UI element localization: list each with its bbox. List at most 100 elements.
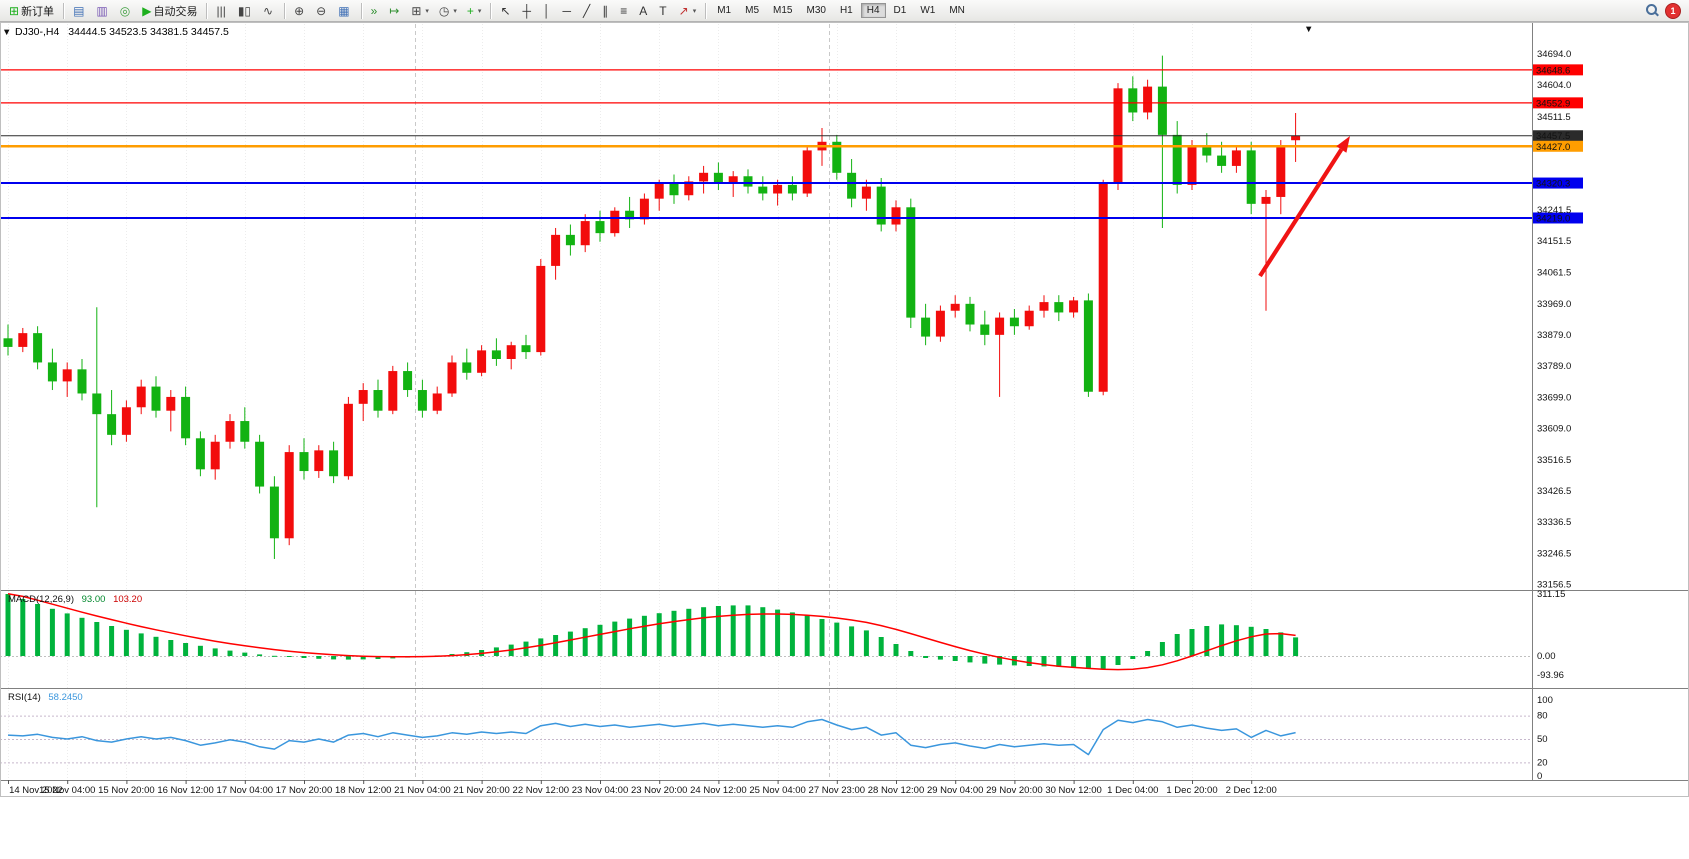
line-chart-icon: ∿ (263, 3, 274, 18)
auto-trading-icon: ▶ (142, 3, 152, 18)
auto-scroll-icon: » (370, 3, 378, 18)
candle (403, 362, 413, 397)
candle (1276, 140, 1286, 215)
resistance-line-1-label: 34648.6 (1536, 65, 1570, 76)
candle-body (403, 371, 413, 391)
chart-area: 34648.6 34552.9 34457.5 34427.0 34320.3 34219… (0, 22, 1689, 797)
candle-body (1054, 302, 1064, 313)
candle-body (595, 221, 605, 234)
new-order-button[interactable]: ⊞ 新订单 (5, 0, 58, 21)
chart-shift-marker-icon[interactable]: ▼ (1304, 24, 1313, 35)
candle (299, 438, 309, 480)
macd-label-name: MACD(12,26,9) (8, 594, 74, 605)
text-label-button[interactable]: T (655, 0, 672, 21)
candle-body (18, 333, 28, 347)
channel-button[interactable]: ∥ (598, 0, 614, 21)
text-button[interactable]: A (635, 0, 653, 21)
auto-trading-button[interactable]: ▶ 自动交易 (138, 0, 201, 21)
timeframe-m30-button[interactable]: M30 (806, 5, 826, 16)
macd-histogram-bar (1189, 629, 1195, 656)
mt4-window: ⊞ 新订单 ▤ ▥ ◎ ▶ 自动交易 ||| ▮▯ ∿ ⊕ ⊖ ▦» ↦ ⊞ ▾ ◷ ▾ + ▾ ↖ ┼ │ ─ ╱ ∥ ≡ A T ↗ ▾… (0, 0, 1689, 797)
navigator-button[interactable]: ◎ (116, 0, 136, 21)
arrows-button[interactable]: ↗ ▾ (675, 0, 701, 21)
search-icon[interactable] (1646, 4, 1659, 17)
timeframe-mn-button[interactable]: MN (949, 5, 965, 16)
candle (447, 355, 457, 397)
market-watch-button[interactable]: ▤ (69, 0, 90, 21)
zoom-in-button[interactable]: ⊕ (290, 0, 310, 21)
macd-histogram-bar (982, 656, 988, 664)
horizontal-line-button[interactable]: ─ (559, 0, 578, 21)
time-axis-label: 25 Nov 04:00 (749, 785, 806, 796)
time-axis-label: 15 Nov 20:00 (98, 785, 155, 796)
timeframe-m1-button[interactable]: M1 (717, 5, 732, 16)
cursor-button[interactable]: ↖ (496, 0, 516, 21)
fibonacci-icon: ≡ (620, 3, 628, 18)
price-axis-label: 34241.5 (1537, 205, 1571, 216)
candle-body (210, 441, 220, 470)
zoom-out-button[interactable]: ⊖ (312, 0, 332, 21)
macd-histogram-bar (715, 606, 721, 656)
timeframe-h4-button[interactable]: H4 (860, 3, 886, 18)
line-chart-button[interactable]: ∿ (259, 0, 279, 21)
chevron-down-icon: ▾ (425, 7, 429, 15)
tile-windows-button[interactable]: ▦ (334, 0, 355, 21)
macd-histogram-bar (1159, 642, 1165, 656)
data-window-button[interactable]: ▥ (92, 0, 113, 21)
candle-body (107, 414, 117, 435)
trendline-button[interactable]: ╱ (579, 0, 596, 21)
timeframe-w1-button[interactable]: W1 (920, 5, 936, 16)
red-up-arrow[interactable] (1258, 148, 1344, 278)
vertical-line-button[interactable]: │ (539, 0, 557, 21)
text-label-icon: T (659, 3, 667, 18)
indicators-button[interactable]: + ▾ (463, 0, 486, 21)
timeframe-m5-button[interactable]: M5 (745, 5, 760, 16)
timeframe-d1-button[interactable]: D1 (893, 5, 907, 16)
bar-chart-button[interactable]: ||| (212, 0, 231, 21)
fibonacci-button[interactable]: ≡ (616, 0, 633, 21)
auto-scroll-button[interactable]: » (367, 0, 384, 21)
timeframe-h1-button[interactable]: H1 (839, 5, 853, 16)
candle (1039, 295, 1049, 318)
macd-histogram-bar (701, 607, 707, 656)
candlestick-chart-icon: ▮▯ (237, 3, 252, 18)
macd-histogram-bar (138, 633, 144, 656)
candle-body (92, 393, 102, 415)
candle-body (240, 421, 250, 442)
chart-shift-button[interactable]: ↦ (385, 0, 405, 21)
macd-histogram-bar (686, 608, 692, 656)
macd-histogram-bar (109, 626, 115, 656)
rsi-axis-label: 20 (1537, 757, 1548, 768)
crosshair-button[interactable]: ┼ (519, 0, 538, 21)
chart-menu-arrow-icon[interactable]: ▼ (2, 27, 11, 38)
candle-body (299, 452, 309, 472)
candle (1291, 112, 1301, 162)
candle-body (388, 371, 398, 411)
candle-body (891, 207, 901, 225)
new-chart-icon: ⊞ (411, 3, 422, 18)
candle (462, 348, 472, 380)
notification-badge[interactable]: 1 (1665, 2, 1681, 19)
chart-symbol-period: DJ30-,H4 (15, 26, 60, 38)
toolbar-separator (490, 2, 492, 19)
candle (314, 445, 324, 478)
macd-histogram-bar (523, 641, 529, 656)
periods-button[interactable]: ◷ ▾ (435, 0, 461, 21)
candlestick-chart-button[interactable]: ▮▯ (234, 0, 257, 21)
candle (62, 362, 72, 397)
candle (491, 338, 501, 366)
macd-histogram-bar (183, 643, 189, 656)
timeframe-m15-button[interactable]: M15 (773, 5, 793, 16)
new-order-button-label: 新订单 (21, 5, 55, 18)
candle (1128, 76, 1138, 122)
chart-shift-icon: ↦ (389, 3, 400, 18)
new-chart-button[interactable]: ⊞ ▾ (407, 0, 433, 21)
candle (921, 303, 931, 346)
candle-body (181, 396, 191, 439)
macd-histogram-bar (789, 612, 795, 656)
candle-body (195, 438, 205, 470)
candle (1098, 179, 1108, 396)
candle-body (358, 390, 368, 404)
candle-body (1157, 86, 1167, 135)
